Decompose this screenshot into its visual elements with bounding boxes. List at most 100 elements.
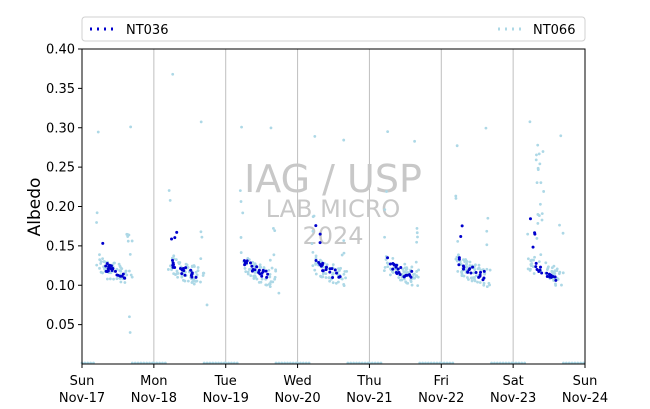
data-point-nt066 [535, 236, 539, 240]
data-point-nt066 [459, 263, 463, 267]
data-point-nt036 [468, 267, 472, 271]
data-point-nt066 [262, 266, 266, 269]
data-point-nt066 [258, 263, 262, 267]
data-point-nt066 [539, 181, 543, 185]
data-point-nt066 [199, 280, 202, 284]
data-point-nt036 [257, 268, 261, 272]
data-point-nt066 [320, 275, 324, 279]
data-point-nt036 [108, 266, 112, 270]
data-point-nt066 [192, 278, 196, 281]
data-point-nt036 [407, 273, 411, 277]
data-point-nt066 [413, 139, 417, 143]
data-point-nt066 [486, 216, 490, 220]
data-point-nt066 [476, 267, 480, 271]
data-point-nt066 [539, 253, 543, 257]
data-point-nt066 [402, 277, 406, 281]
data-point-nt066 [253, 262, 257, 266]
data-point-nt066 [533, 255, 536, 259]
data-point-nt066 [415, 231, 419, 235]
data-point-nt066 [385, 190, 388, 193]
data-point-nt036 [482, 276, 486, 280]
data-point-nt066 [119, 280, 123, 284]
data-point-nt066 [95, 263, 99, 267]
data-point-nt036 [469, 271, 473, 275]
data-point-nt066 [125, 273, 129, 277]
data-point-nt036 [178, 267, 182, 271]
data-point-nt066 [383, 235, 386, 239]
data-point-nt066 [310, 242, 314, 246]
data-point-nt066 [342, 138, 346, 142]
data-point-nt066 [130, 275, 134, 279]
data-point-nt036 [318, 232, 322, 236]
data-point-nt066 [192, 282, 196, 286]
data-point-nt066 [168, 198, 172, 202]
data-point-nt036 [547, 272, 551, 276]
x-tick-day-label: Mon [140, 374, 167, 389]
data-point-nt066 [98, 258, 102, 262]
data-point-nt066 [118, 269, 122, 272]
data-point-nt036 [253, 268, 257, 272]
y-axis-label: Albedo [25, 178, 45, 237]
data-point-nt066 [528, 120, 532, 124]
data-point-nt066 [343, 270, 347, 273]
data-point-nt066 [537, 152, 541, 156]
data-point-nt066 [193, 265, 196, 268]
data-point-nt066 [269, 280, 273, 284]
data-point-nt066 [455, 259, 459, 263]
data-point-nt066 [559, 134, 563, 138]
data-point-nt066 [99, 270, 103, 274]
data-point-nt066 [561, 271, 565, 275]
data-point-nt066 [532, 272, 536, 275]
data-point-nt066 [340, 277, 344, 281]
data-point-nt066 [103, 260, 107, 264]
data-point-nt066 [176, 275, 180, 279]
x-tick-day-label: Sun [573, 374, 598, 389]
data-point-nt066 [118, 264, 122, 268]
data-point-nt066 [128, 331, 132, 334]
y-tick-label: 0.05 [46, 318, 75, 333]
data-point-nt036 [459, 235, 463, 239]
data-point-nt066 [239, 200, 243, 203]
data-point-nt036 [314, 259, 318, 263]
data-point-nt066 [239, 251, 243, 254]
y-tick-label: 0.10 [46, 279, 75, 294]
data-point-nt066 [412, 273, 415, 277]
legend-box [81, 16, 586, 42]
data-point-nt066 [169, 264, 172, 268]
data-point-nt036 [184, 266, 188, 270]
data-point-nt066 [342, 272, 346, 276]
data-point-nt066 [340, 253, 344, 257]
y-tick-label: 0.20 [46, 200, 75, 215]
data-point-nt066 [460, 270, 463, 274]
data-point-nt066 [176, 271, 180, 275]
data-point-nt066 [267, 268, 271, 272]
data-point-nt066 [247, 258, 251, 262]
data-point-nt036 [554, 278, 558, 282]
data-point-nt066 [243, 266, 247, 270]
y-tick-label: 0.40 [46, 43, 75, 58]
data-point-nt066 [172, 272, 176, 276]
data-point-nt066 [196, 269, 200, 272]
legend-label-nt066: NT066 [533, 23, 575, 38]
data-point-nt066 [342, 239, 346, 243]
data-point-nt066 [249, 274, 253, 277]
data-point-nt066 [460, 274, 464, 278]
data-point-nt066 [388, 273, 392, 277]
data-point-nt066 [550, 270, 554, 274]
data-point-nt066 [127, 233, 131, 237]
data-point-nt066 [314, 256, 318, 260]
data-point-nt036 [244, 261, 248, 265]
data-point-nt036 [110, 269, 114, 273]
y-tick-label: 0.30 [46, 121, 75, 136]
data-point-nt066 [536, 143, 540, 147]
data-point-nt036 [122, 276, 126, 280]
data-point-nt066 [244, 270, 248, 274]
data-point-nt066 [101, 257, 104, 261]
data-point-nt066 [383, 265, 387, 269]
data-point-nt066 [252, 277, 256, 280]
data-point-nt066 [126, 239, 130, 243]
data-point-nt036 [264, 269, 268, 273]
data-point-nt036 [104, 264, 108, 268]
watermark-line-1: IAG / USP [244, 157, 422, 201]
